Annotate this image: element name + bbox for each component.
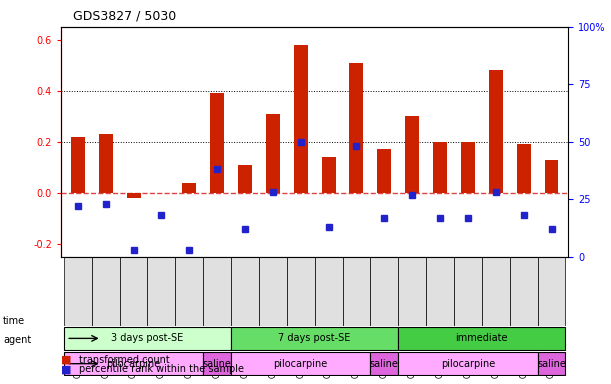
Bar xyxy=(482,257,510,326)
Bar xyxy=(489,70,503,193)
Text: saline: saline xyxy=(370,359,399,369)
Bar xyxy=(433,142,447,193)
Text: transformed count: transformed count xyxy=(79,355,170,365)
Bar xyxy=(321,157,335,193)
Bar xyxy=(92,257,120,326)
Bar xyxy=(538,257,565,326)
FancyBboxPatch shape xyxy=(398,327,565,350)
Bar xyxy=(370,257,398,326)
Bar xyxy=(426,257,454,326)
Bar xyxy=(378,149,391,193)
Bar xyxy=(517,144,530,193)
Text: 7 days post-SE: 7 days post-SE xyxy=(279,333,351,343)
Text: 3 days post-SE: 3 days post-SE xyxy=(111,333,183,343)
FancyBboxPatch shape xyxy=(231,352,370,375)
FancyBboxPatch shape xyxy=(203,352,231,375)
Text: saline: saline xyxy=(203,359,232,369)
Bar xyxy=(315,257,343,326)
Text: immediate: immediate xyxy=(456,333,508,343)
Bar xyxy=(182,183,196,193)
Text: saline: saline xyxy=(537,359,566,369)
Text: time: time xyxy=(3,316,25,326)
FancyBboxPatch shape xyxy=(538,352,565,375)
Text: agent: agent xyxy=(3,335,31,345)
Text: ■: ■ xyxy=(61,355,71,365)
Text: percentile rank within the sample: percentile rank within the sample xyxy=(79,364,244,374)
Bar xyxy=(266,114,280,193)
FancyBboxPatch shape xyxy=(64,352,203,375)
Bar xyxy=(99,134,112,193)
FancyBboxPatch shape xyxy=(231,327,398,350)
Bar xyxy=(210,93,224,193)
Bar xyxy=(71,137,85,193)
Bar xyxy=(461,142,475,193)
Bar xyxy=(147,257,175,326)
Bar xyxy=(343,257,370,326)
Text: pilocarpine: pilocarpine xyxy=(441,359,495,369)
Bar xyxy=(294,45,308,193)
FancyBboxPatch shape xyxy=(370,352,398,375)
Bar xyxy=(287,257,315,326)
Bar xyxy=(259,257,287,326)
Text: pilocarpine: pilocarpine xyxy=(274,359,328,369)
Bar xyxy=(510,257,538,326)
Bar xyxy=(120,257,147,326)
FancyBboxPatch shape xyxy=(64,327,231,350)
Bar xyxy=(203,257,231,326)
Bar xyxy=(231,257,259,326)
Text: GDS3827 / 5030: GDS3827 / 5030 xyxy=(73,9,177,22)
Bar xyxy=(64,257,92,326)
Bar xyxy=(126,193,141,198)
Text: ■: ■ xyxy=(61,364,71,374)
Bar xyxy=(175,257,203,326)
Bar xyxy=(398,257,426,326)
Bar xyxy=(405,116,419,193)
Bar xyxy=(544,160,558,193)
FancyBboxPatch shape xyxy=(398,352,538,375)
Bar xyxy=(454,257,482,326)
Text: pilocarpine: pilocarpine xyxy=(106,359,161,369)
Bar xyxy=(349,63,364,193)
Bar xyxy=(238,165,252,193)
